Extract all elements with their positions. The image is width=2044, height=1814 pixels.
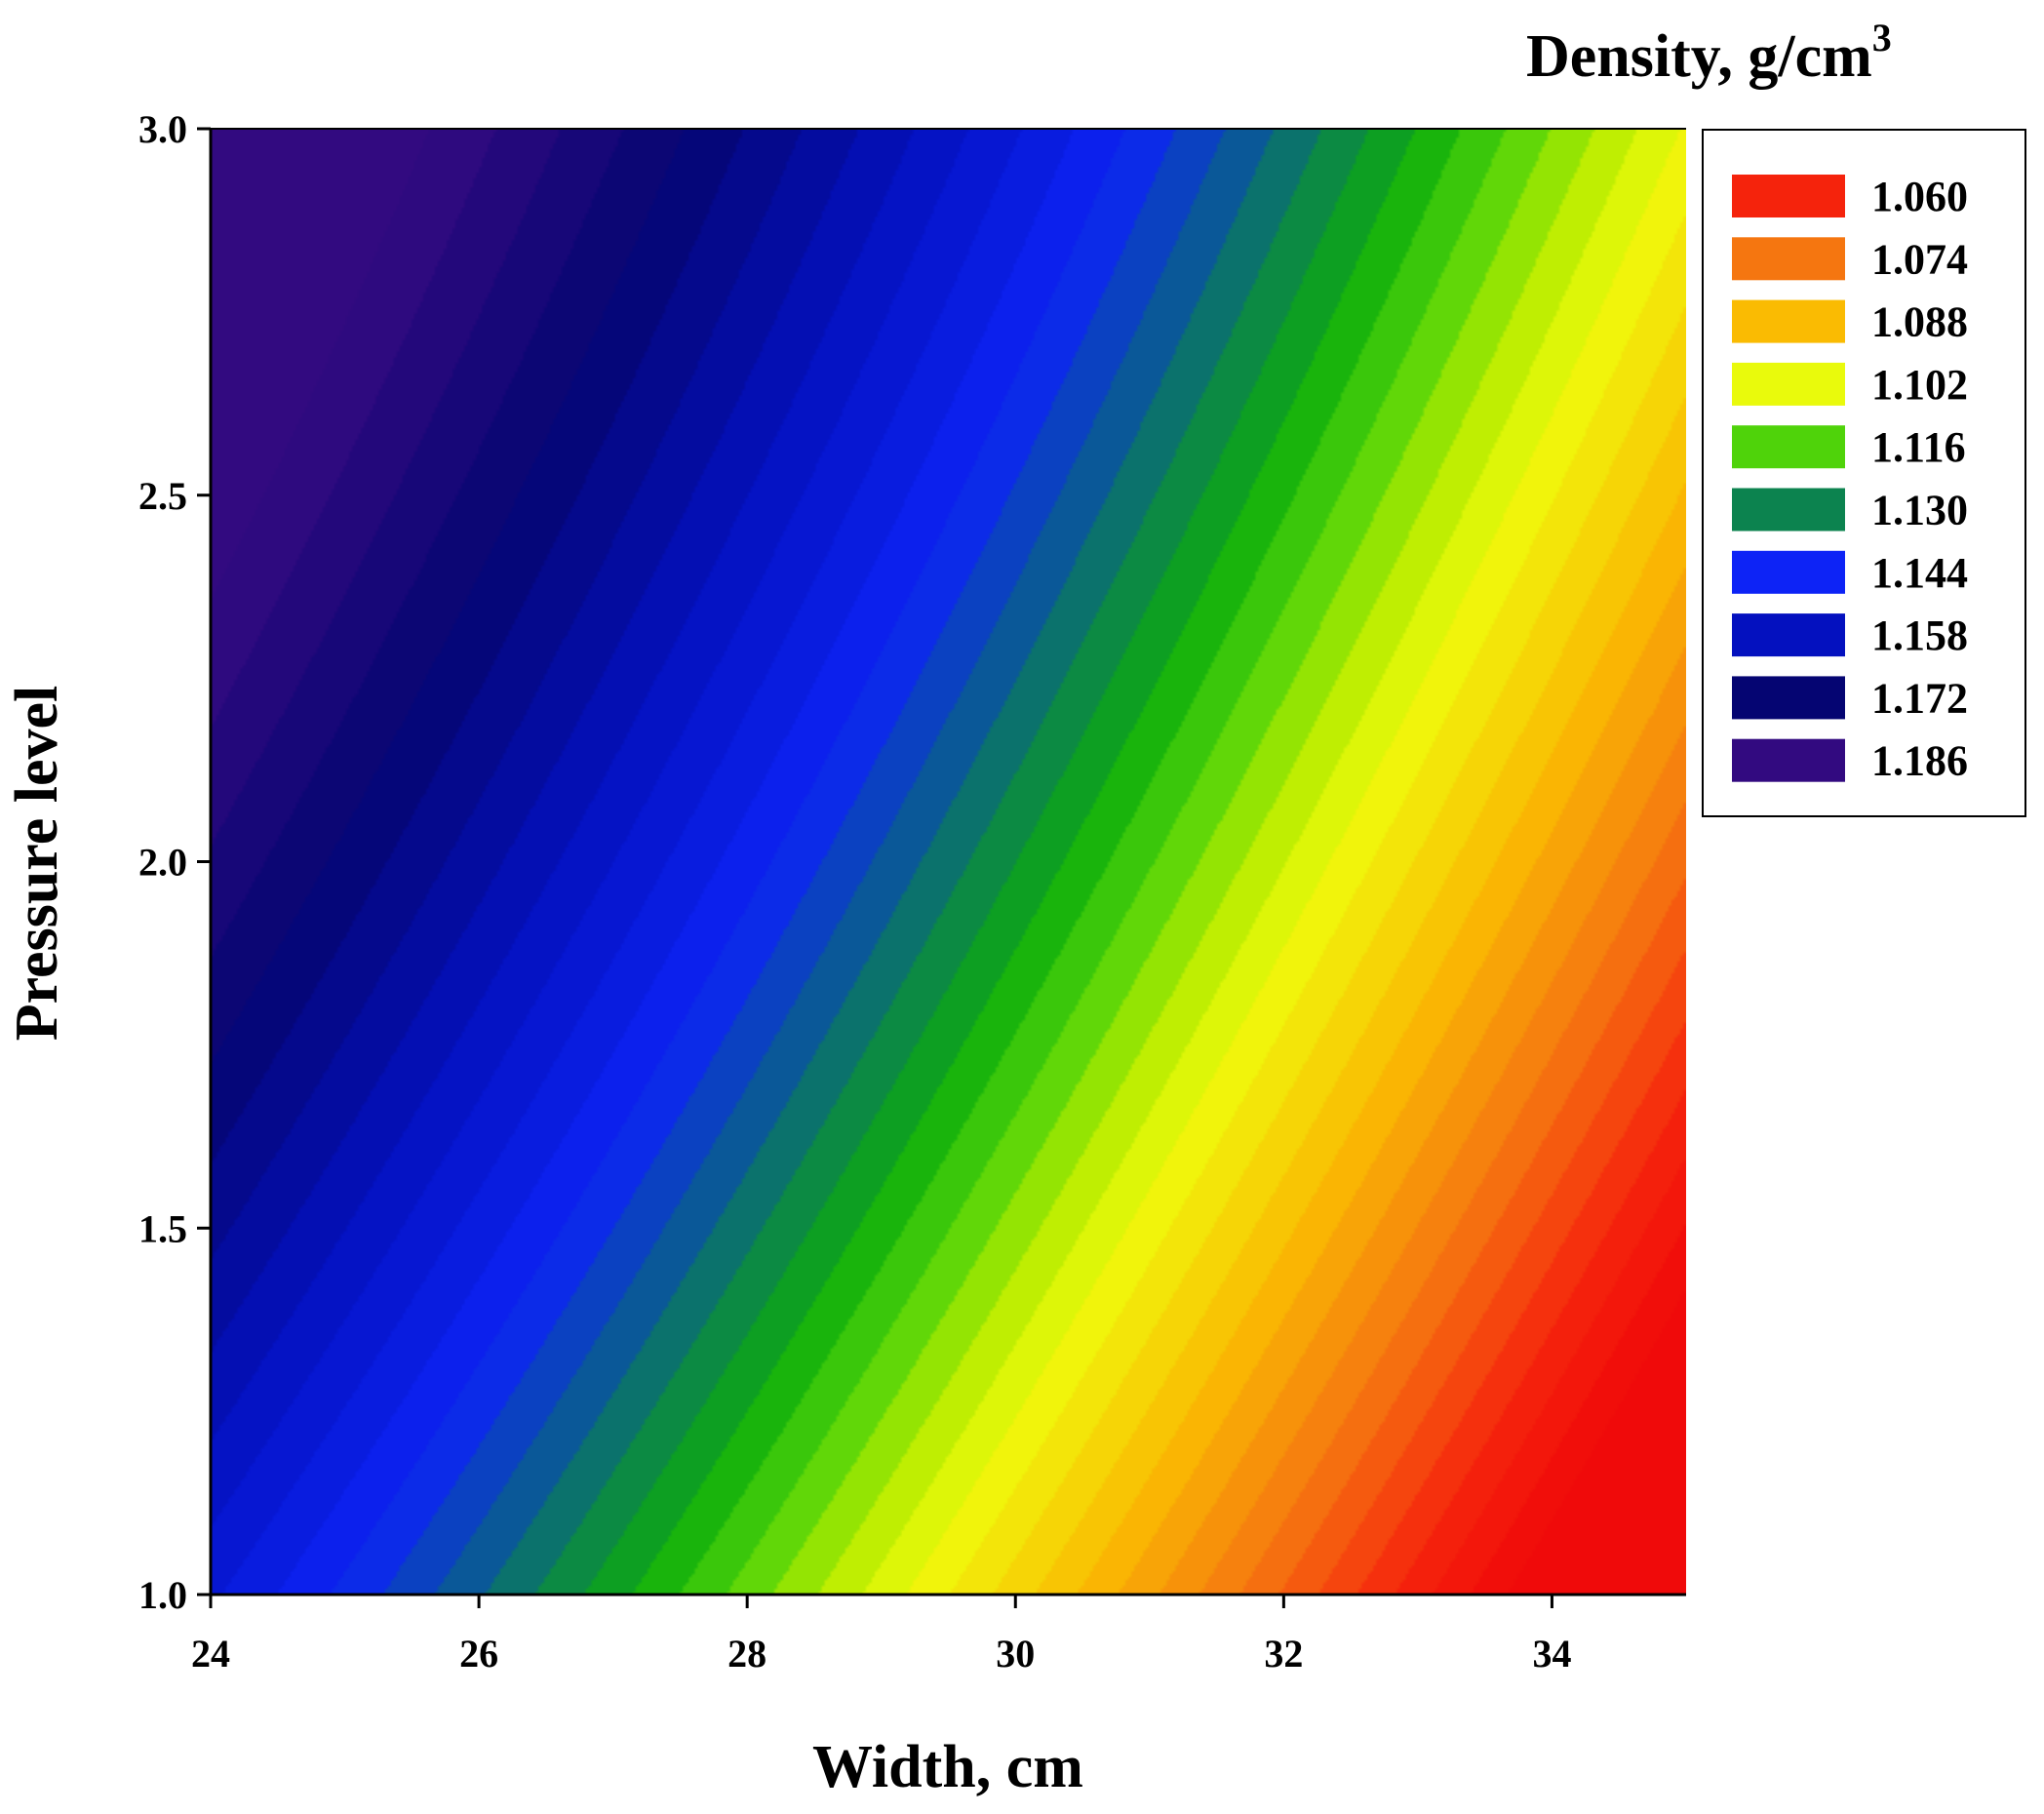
y-tick-label: 1.5 xyxy=(138,1206,187,1250)
chart-title: Density, g/cm3 xyxy=(1526,16,1892,90)
x-tick-label: 34 xyxy=(1532,1632,1571,1676)
legend-swatch xyxy=(1732,425,1845,469)
y-tick-label: 1.0 xyxy=(138,1573,187,1617)
legend-swatch xyxy=(1732,362,1845,406)
legend-label: 1.074 xyxy=(1871,235,1968,283)
x-tick-label: 30 xyxy=(996,1632,1035,1676)
legend-label: 1.144 xyxy=(1871,549,1968,597)
legend-label: 1.158 xyxy=(1871,611,1968,659)
legend-swatch xyxy=(1732,613,1845,657)
x-tick-label: 28 xyxy=(727,1632,766,1676)
legend-swatch xyxy=(1732,738,1845,782)
legend-swatch xyxy=(1732,299,1845,343)
legend-swatch xyxy=(1732,676,1845,720)
legend-swatch xyxy=(1732,175,1845,217)
legend-label: 1.116 xyxy=(1871,423,1966,471)
x-tick-label: 24 xyxy=(191,1632,230,1676)
x-axis-title: Width, cm xyxy=(812,1734,1083,1800)
legend: 1.060 1.074 1.088 1.102 1.116 1.130 1.144 1.158… xyxy=(1702,129,2026,817)
x-tick-label: 32 xyxy=(1264,1632,1303,1676)
x-tick-label: 26 xyxy=(459,1632,498,1676)
legend-label: 1.102 xyxy=(1871,361,1968,409)
legend-label: 1.172 xyxy=(1871,674,1968,722)
axes: 24 26 28 30 32 34 1.0 1.5 2.0 2.5 3.0 xyxy=(138,107,1686,1676)
chart-title-text: Density, g/cm xyxy=(1526,23,1872,90)
y-tick-label: 3.0 xyxy=(138,107,187,151)
legend-swatch xyxy=(1732,237,1845,281)
legend-label: 1.060 xyxy=(1871,173,1968,220)
y-tick-label: 2.0 xyxy=(138,841,187,885)
contour-surface xyxy=(211,129,1686,1595)
chart-title-superscript: 3 xyxy=(1872,16,1892,59)
legend-label: 1.186 xyxy=(1871,737,1968,785)
legend-label: 1.088 xyxy=(1871,298,1968,346)
legend-swatch xyxy=(1732,488,1845,532)
legend-swatch xyxy=(1732,550,1845,594)
legend-label: 1.130 xyxy=(1871,487,1968,534)
contour-plot-area xyxy=(211,129,1686,1595)
y-tick-label: 2.5 xyxy=(138,474,187,518)
y-axis-title: Pressure level xyxy=(4,686,70,1041)
